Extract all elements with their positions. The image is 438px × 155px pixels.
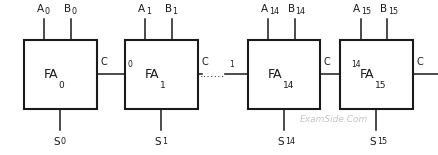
Text: S: S <box>154 137 161 147</box>
Text: A: A <box>37 4 44 14</box>
Bar <box>247 40 320 108</box>
Text: B: B <box>64 4 71 14</box>
Text: B: B <box>165 4 172 14</box>
Bar <box>125 40 197 108</box>
Text: C: C <box>323 57 330 67</box>
Text: S: S <box>53 137 60 147</box>
Text: 15: 15 <box>360 7 370 16</box>
Text: C: C <box>201 57 208 67</box>
Text: 0: 0 <box>45 7 50 16</box>
Bar <box>24 40 96 108</box>
Text: A: A <box>138 4 145 14</box>
Text: 1: 1 <box>159 81 165 90</box>
Text: 15: 15 <box>374 81 385 90</box>
Text: .......: ....... <box>200 69 225 79</box>
Text: 0: 0 <box>71 7 77 16</box>
Text: FA: FA <box>144 68 159 81</box>
Text: 1: 1 <box>145 7 151 16</box>
Text: S: S <box>277 137 284 147</box>
Text: 14: 14 <box>295 7 305 16</box>
Text: 14: 14 <box>284 137 294 146</box>
Text: 15: 15 <box>387 7 397 16</box>
Text: 14: 14 <box>268 7 278 16</box>
Text: 14: 14 <box>351 60 360 69</box>
Text: 15: 15 <box>376 137 386 146</box>
Text: A: A <box>261 4 268 14</box>
Text: 1: 1 <box>229 60 234 69</box>
Text: C: C <box>100 57 106 67</box>
Text: 0: 0 <box>60 137 66 146</box>
Text: FA: FA <box>359 68 373 81</box>
Text: 0: 0 <box>59 81 64 90</box>
Text: 0: 0 <box>127 60 132 69</box>
Text: B: B <box>287 4 294 14</box>
Text: FA: FA <box>267 68 281 81</box>
Text: B: B <box>379 4 386 14</box>
Text: A: A <box>353 4 360 14</box>
Text: 1: 1 <box>172 7 177 16</box>
Text: FA: FA <box>43 68 58 81</box>
Text: 14: 14 <box>282 81 293 90</box>
Text: 1: 1 <box>161 137 166 146</box>
Text: C: C <box>415 57 422 67</box>
Bar <box>339 40 412 108</box>
Text: S: S <box>369 137 376 147</box>
Text: ExamSide.Com: ExamSide.Com <box>299 115 367 124</box>
